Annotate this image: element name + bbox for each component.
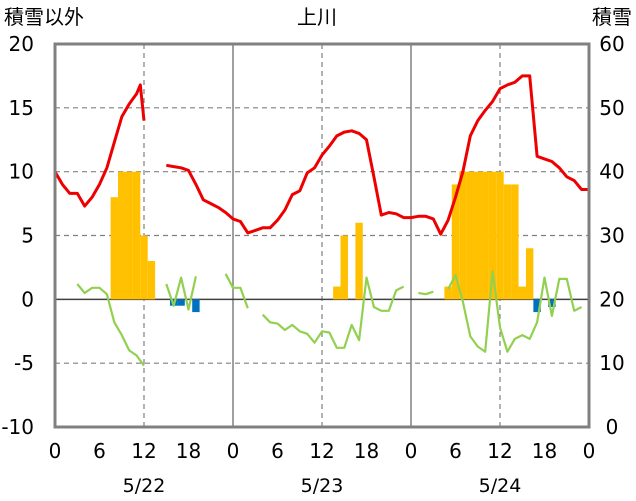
bar bbox=[132, 171, 141, 300]
bar bbox=[451, 184, 460, 300]
chart-title: 上川 bbox=[297, 5, 337, 29]
date-label: 5/22 bbox=[123, 475, 166, 497]
x-tick-label: 0 bbox=[227, 439, 240, 463]
bar-layer bbox=[110, 171, 556, 313]
series-line bbox=[261, 276, 405, 349]
bar bbox=[459, 171, 467, 300]
bar bbox=[147, 261, 156, 300]
right-tick-label: 60 bbox=[599, 32, 624, 56]
left-tick-label: 0 bbox=[21, 287, 34, 311]
x-tick-label: 0 bbox=[405, 439, 418, 463]
left-tick-label: 20 bbox=[9, 32, 34, 56]
x-tick-label: 0 bbox=[583, 439, 596, 463]
series-line bbox=[166, 74, 589, 236]
right-tick-label: 40 bbox=[599, 160, 624, 184]
right-tick-label: 30 bbox=[599, 224, 624, 248]
left-tick-labels: -10 -5 0 5 10 15 20 bbox=[1, 32, 34, 439]
bar bbox=[496, 171, 504, 300]
series-line bbox=[224, 273, 249, 309]
bar bbox=[177, 299, 185, 306]
series-line bbox=[165, 276, 197, 311]
bar bbox=[548, 299, 556, 307]
series-line bbox=[418, 290, 434, 296]
right-tick-label: 50 bbox=[599, 96, 624, 120]
bar bbox=[333, 286, 341, 300]
bar bbox=[340, 235, 348, 300]
left-tick-label: -5 bbox=[14, 351, 34, 375]
x-tick-label: 18 bbox=[176, 439, 201, 463]
bar bbox=[466, 171, 475, 300]
x-tick-label: 6 bbox=[271, 439, 284, 463]
series-line bbox=[447, 270, 583, 353]
x-tick-label: 6 bbox=[449, 439, 462, 463]
bar bbox=[511, 184, 519, 300]
left-axis-label: 積雪以外 bbox=[4, 5, 84, 29]
left-tick-label: 10 bbox=[9, 160, 34, 184]
date-labels: 5/22 5/23 5/24 bbox=[123, 475, 522, 497]
bar bbox=[525, 248, 534, 300]
series-line bbox=[76, 283, 145, 367]
left-tick-label: 5 bbox=[21, 224, 34, 248]
right-tick-label: 10 bbox=[599, 351, 624, 375]
series-line bbox=[53, 83, 146, 208]
bar bbox=[118, 171, 126, 300]
x-tick-label: 18 bbox=[532, 439, 557, 463]
bar bbox=[355, 222, 363, 300]
right-axis-label: 積雪 bbox=[592, 5, 632, 29]
right-tick-label: 0 bbox=[606, 415, 619, 439]
frame bbox=[53, 42, 591, 429]
bar bbox=[518, 286, 526, 300]
x-tick-labels: 0 6 12 18 0 6 12 18 0 6 12 18 0 bbox=[49, 439, 596, 463]
date-label: 5/23 bbox=[301, 475, 344, 497]
x-tick-label: 12 bbox=[131, 439, 156, 463]
bar bbox=[533, 299, 541, 313]
date-label: 5/24 bbox=[479, 475, 522, 497]
right-tick-label: 20 bbox=[599, 287, 624, 311]
line-layer bbox=[53, 74, 589, 367]
x-tick-label: 0 bbox=[49, 439, 62, 463]
bar bbox=[474, 171, 482, 300]
bar bbox=[488, 171, 497, 300]
x-tick-label: 12 bbox=[309, 439, 334, 463]
left-tick-label: -10 bbox=[1, 415, 34, 439]
x-tick-label: 18 bbox=[354, 439, 379, 463]
x-tick-label: 12 bbox=[487, 439, 512, 463]
bar bbox=[110, 197, 119, 300]
bar bbox=[444, 286, 452, 300]
plot-frame bbox=[53, 42, 591, 429]
bar bbox=[192, 299, 200, 313]
bar bbox=[125, 171, 133, 300]
left-tick-label: 15 bbox=[9, 96, 34, 120]
right-tick-labels: 0 10 20 30 40 50 60 bbox=[599, 32, 624, 439]
bar bbox=[140, 235, 148, 300]
bar bbox=[503, 184, 512, 300]
x-tick-label: 6 bbox=[93, 439, 106, 463]
bar bbox=[481, 171, 489, 300]
